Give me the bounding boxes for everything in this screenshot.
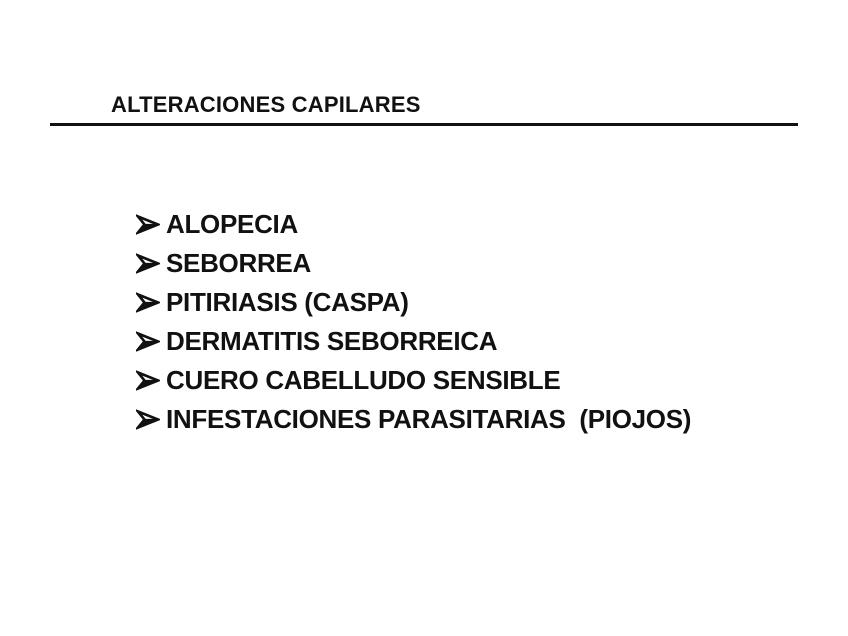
bullet-item-label: ALOPECIA (166, 209, 298, 239)
slide-title: ALTERACIONES CAPILARES (111, 92, 421, 117)
bullet-item-label: SEBORREA (166, 248, 311, 278)
arrowhead-bullet-icon (136, 331, 160, 352)
list-item: SEBORREA (136, 244, 691, 283)
list-item: INFESTACIONES PARASITARIAS (PIOJOS) (136, 400, 691, 439)
arrowhead-bullet-icon (136, 370, 160, 391)
bullet-item-label: CUERO CABELLUDO SENSIBLE (166, 365, 561, 395)
list-item: CUERO CABELLUDO SENSIBLE (136, 361, 691, 400)
list-item: PITIRIASIS (CASPA) (136, 283, 691, 322)
arrowhead-bullet-icon (136, 253, 160, 274)
bullet-item-label: PITIRIASIS (CASPA) (166, 287, 409, 317)
list-item: DERMATITIS SEBORREICA (136, 322, 691, 361)
list-item: ALOPECIA (136, 205, 691, 244)
bullet-item-label: INFESTACIONES PARASITARIAS (PIOJOS) (166, 404, 692, 434)
bullet-item-label: DERMATITIS SEBORREICA (166, 326, 498, 356)
title-underline-rule (50, 123, 798, 126)
bullet-list: ALOPECIA SEBORREA PITIRIASIS (CASPA) DER… (136, 205, 691, 439)
arrowhead-bullet-icon (136, 292, 160, 313)
arrowhead-bullet-icon (136, 409, 160, 430)
arrowhead-bullet-icon (136, 214, 160, 235)
